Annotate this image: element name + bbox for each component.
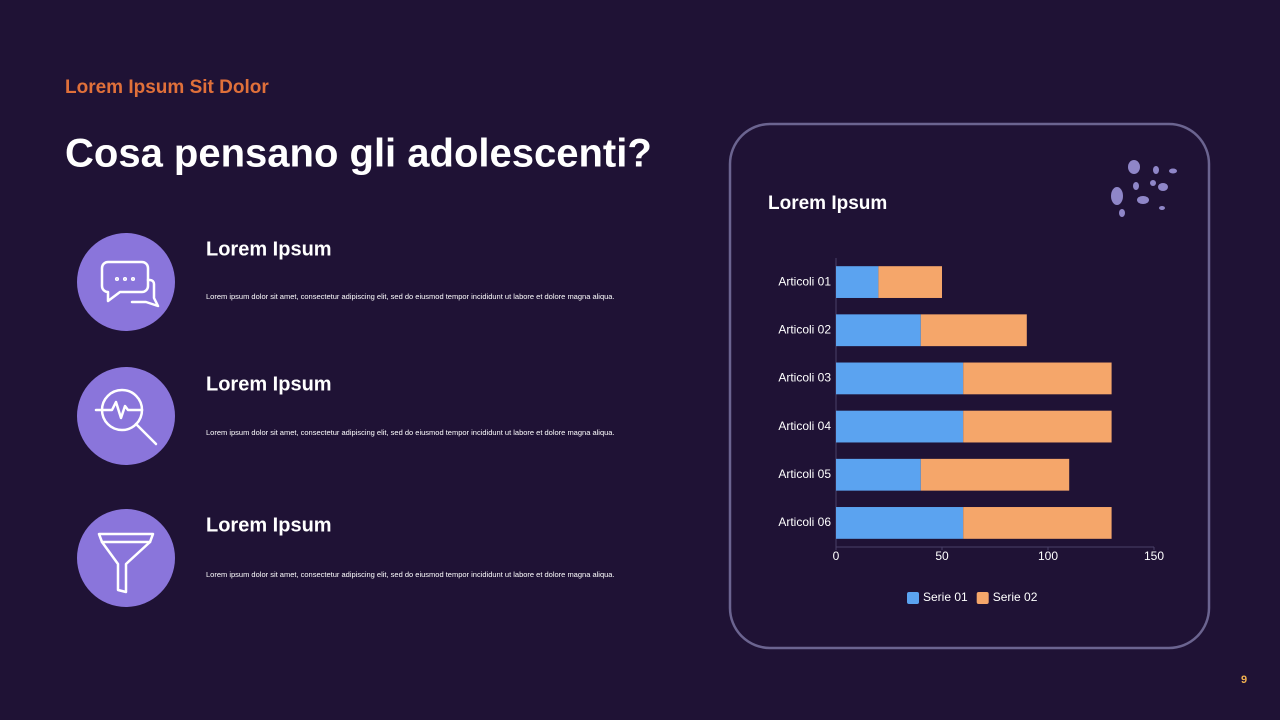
filter-icon — [97, 532, 155, 594]
bar — [963, 507, 1112, 539]
item-text: Lorem ipsum dolor sit amet, consectetur … — [206, 292, 615, 301]
chart-title: Lorem Ipsum — [768, 193, 887, 214]
y-tick-label: Articoli 06 — [778, 515, 831, 529]
item-title: Lorem Ipsum — [206, 373, 332, 395]
x-tick-label: 50 — [935, 549, 949, 563]
x-tick-label: 0 — [833, 549, 840, 563]
bar — [836, 410, 964, 443]
search-icon — [94, 388, 158, 446]
bar — [963, 362, 1112, 395]
title: Cosa pensano gli adolescenti? — [65, 132, 652, 176]
legend-swatch — [976, 592, 989, 604]
bar — [920, 314, 1027, 347]
item-title: Lorem Ipsum — [206, 514, 332, 536]
bar — [836, 362, 964, 395]
icon-circle — [77, 367, 175, 465]
bar — [878, 266, 942, 298]
bar — [836, 314, 921, 347]
bar — [920, 458, 1070, 491]
decor-dots — [1111, 160, 1177, 217]
item-text: Lorem ipsum dolor sit amet, consectetur … — [206, 570, 615, 579]
y-tick-label: Articoli 04 — [778, 419, 831, 433]
icon-circle — [77, 233, 175, 331]
bar — [963, 410, 1112, 443]
item-title: Lorem Ipsum — [206, 238, 332, 260]
item-text: Lorem ipsum dolor sit amet, consectetur … — [206, 428, 615, 437]
x-tick-label: 100 — [1038, 549, 1058, 563]
legend-label: Serie 02 — [993, 590, 1038, 604]
y-tick-label: Articoli 03 — [778, 371, 831, 385]
y-tick-label: Articoli 01 — [778, 274, 831, 288]
x-tick-label: 150 — [1144, 549, 1164, 563]
page-number: 9 — [1241, 674, 1247, 686]
bar — [836, 458, 921, 491]
bar — [836, 507, 964, 539]
legend-swatch — [907, 592, 919, 604]
y-tick-label: Articoli 05 — [778, 467, 831, 481]
bar — [836, 266, 879, 298]
kicker: Lorem Ipsum Sit Dolor — [65, 77, 269, 98]
chat-icon — [100, 260, 160, 308]
y-tick-label: Articoli 02 — [778, 322, 831, 336]
legend-label: Serie 01 — [923, 590, 968, 604]
